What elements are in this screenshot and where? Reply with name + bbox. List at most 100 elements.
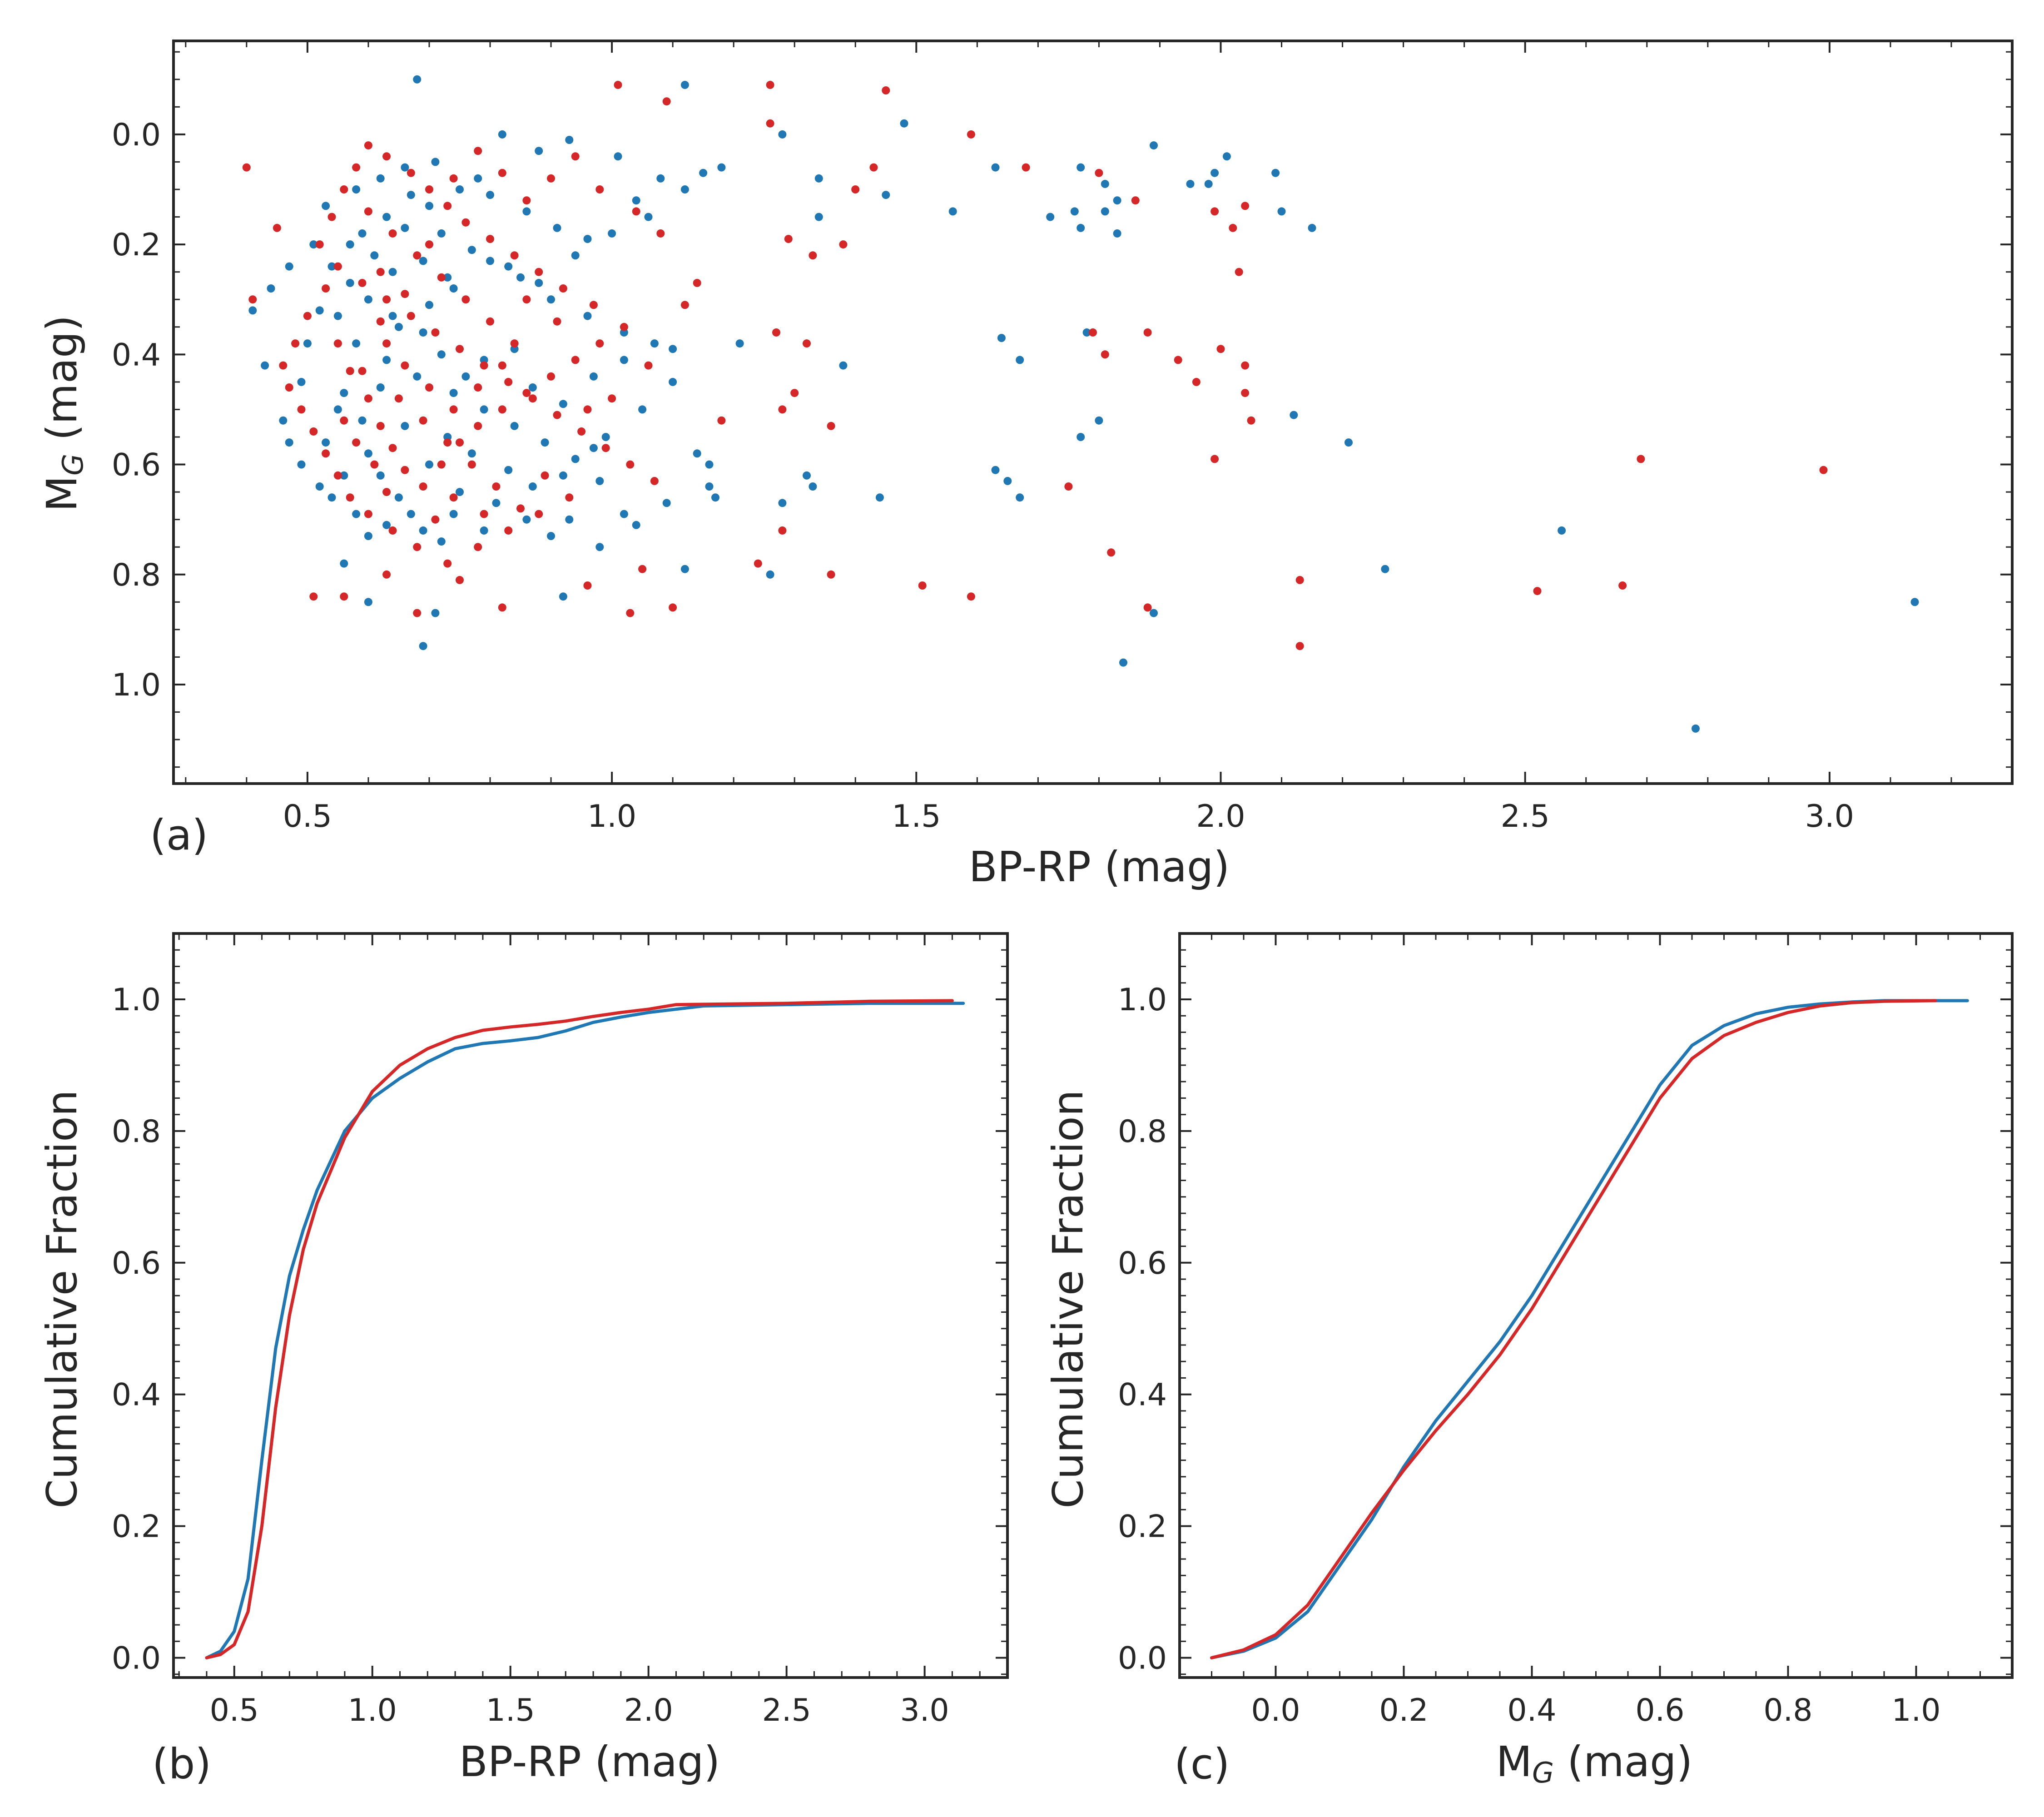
- scatter-point-series-1: [693, 449, 701, 458]
- scatter-point-series-2: [467, 460, 476, 469]
- scatter-point-series-1: [1003, 477, 1012, 485]
- scatter-point-series-1: [480, 405, 488, 414]
- y-tick-label: 0.0: [1118, 1641, 1167, 1677]
- scatter-point-series-2: [461, 218, 470, 227]
- scatter-point-series-2: [346, 367, 354, 375]
- scatter-point-series-1: [778, 130, 787, 139]
- scatter-point-series-1: [510, 422, 519, 430]
- panel-c-cumulative-magnitude: 0.0 0.2 0.4 0.6 0.8 1.0 0.0 0.2 0.4 0.6 0.8 1.0: [1118, 932, 2014, 1728]
- scatter-point-series-1: [322, 202, 330, 210]
- scatter-point-series-1: [419, 642, 427, 650]
- scatter-point-series-1: [401, 422, 409, 430]
- x-tick-label: 0.8: [1763, 1693, 1812, 1728]
- scatter-point-series-1: [327, 493, 336, 502]
- scatter-point-series-2: [662, 97, 671, 106]
- scatter-point-series-1: [340, 471, 348, 480]
- scatter-point-series-1: [650, 339, 659, 348]
- scatter-point-series-2: [522, 295, 531, 304]
- scatter-point-series-2: [1143, 328, 1152, 337]
- cumulative-line-series-2: [1210, 999, 1937, 1659]
- scatter-point-series-1: [1070, 207, 1079, 216]
- scatter-point-series-2: [498, 603, 506, 612]
- scatter-point-series-2: [242, 163, 251, 172]
- scatter-point-series-1: [297, 377, 306, 386]
- scatter-point-series-2: [309, 427, 318, 436]
- scatter-point-series-2: [1101, 350, 1109, 359]
- scatter-point-series-2: [1235, 268, 1243, 276]
- scatter-point-series-1: [315, 306, 324, 315]
- scatter-point-series-1: [1101, 207, 1109, 216]
- scatter-point-series-1: [1381, 565, 1389, 573]
- scatter-point-series-1: [997, 334, 1006, 342]
- scatter-point-series-2: [565, 493, 574, 502]
- scatter-point-series-1: [401, 223, 409, 232]
- scatter-point-series-2: [510, 339, 519, 348]
- scatter-point-series-1: [437, 350, 446, 359]
- scatter-point-series-1: [547, 295, 555, 304]
- scatter-point-series-1: [340, 559, 348, 568]
- x-tick-label: 3.0: [900, 1693, 949, 1728]
- scatter-point-series-2: [571, 152, 580, 161]
- scatter-point-series-2: [620, 323, 628, 331]
- y-tick-label: 0.6: [112, 1246, 161, 1281]
- scatter-point-series-1: [516, 273, 525, 282]
- scatter-point-series-2: [522, 196, 531, 205]
- scatter-point-series-2: [358, 278, 367, 287]
- scatter-point-series-1: [656, 174, 665, 183]
- x-tick-label: 3.0: [1805, 799, 1854, 834]
- x-tick-label: 1.0: [348, 1693, 397, 1728]
- scatter-point-series-1: [358, 416, 367, 425]
- scatter-point-series-1: [358, 229, 367, 238]
- scatter-point-series-1: [492, 499, 501, 507]
- scatter-point-series-2: [449, 174, 458, 183]
- scatter-point-series-1: [1308, 223, 1316, 232]
- scatter-point-series-2: [839, 240, 848, 249]
- panel-b-cumulative-color: 0.5 1.0 1.5 2.0 2.5 3.0 0.0 0.2 0.4 0.6 0.8 1.0: [112, 932, 1009, 1728]
- x-tick-label: 0.5: [283, 799, 332, 834]
- scatter-point-series-1: [1016, 356, 1024, 364]
- panel-c-xlabel-unit: (mag): [1554, 1738, 1692, 1786]
- scatter-point-series-2: [1229, 223, 1237, 232]
- panel-c-xlabel-sub: G: [1532, 1756, 1554, 1789]
- scatter-point-series-2: [1295, 576, 1304, 584]
- scatter-point-series-2: [401, 466, 409, 474]
- scatter-point-series-1: [814, 174, 823, 183]
- scatter-point-series-1: [413, 75, 422, 84]
- scatter-point-series-2: [1618, 581, 1627, 590]
- panel-c-xlabel-main: M: [1496, 1738, 1532, 1786]
- scatter-point-series-1: [814, 213, 823, 221]
- scatter-point-series-2: [309, 592, 318, 601]
- scatter-point-series-1: [285, 438, 293, 447]
- y-tick-label: 0.0: [112, 1641, 161, 1677]
- scatter-point-series-2: [553, 411, 561, 419]
- y-tick-label: 0.8: [112, 557, 161, 593]
- scatter-point-series-2: [364, 394, 372, 403]
- scatter-point-series-1: [364, 295, 372, 304]
- scatter-point-series-2: [248, 295, 257, 304]
- scatter-point-series-1: [1082, 328, 1091, 337]
- scatter-point-series-2: [553, 317, 561, 326]
- scatter-point-series-2: [766, 119, 774, 128]
- scatter-point-series-1: [1150, 141, 1158, 150]
- y-tick-label: 1.0: [1118, 982, 1167, 1018]
- panel-a-ylabel-unit: (mag): [38, 315, 86, 454]
- scatter-point-series-1: [589, 372, 598, 381]
- scatter-point-series-1: [528, 383, 537, 392]
- scatter-point-series-1: [595, 543, 604, 551]
- scatter-point-series-2: [413, 543, 422, 551]
- scatter-point-series-1: [437, 229, 446, 238]
- scatter-point-series-2: [352, 163, 361, 172]
- scatter-point-series-2: [1295, 642, 1304, 650]
- scatter-point-series-1: [486, 191, 494, 199]
- panel-b-xlabel: BP-RP (mag): [459, 1738, 720, 1786]
- scatter-point-series-1: [327, 262, 336, 271]
- panel-b-data: [205, 999, 965, 1659]
- scatter-point-series-1: [431, 158, 440, 166]
- scatter-point-series-2: [583, 405, 592, 414]
- scatter-point-series-2: [608, 394, 616, 403]
- y-tick-label: 0.4: [112, 337, 161, 373]
- scatter-point-series-1: [498, 130, 506, 139]
- scatter-point-series-2: [589, 301, 598, 309]
- scatter-point-series-2: [626, 460, 635, 469]
